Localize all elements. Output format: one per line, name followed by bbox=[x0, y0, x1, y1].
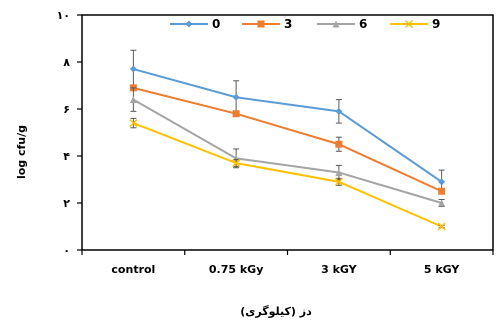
x-axis-label: دز (کیلوگری) bbox=[240, 305, 312, 318]
x-tick-label: 3 kGY bbox=[321, 263, 358, 276]
series-6 bbox=[129, 87, 446, 208]
y-tick-label: ۴ bbox=[63, 150, 70, 163]
data-point bbox=[232, 93, 240, 101]
data-point bbox=[129, 119, 138, 128]
x-ticks: control 0.75 kGy 3 kGY 5 kGY bbox=[81, 250, 494, 276]
y-tick-label: ۱۰ bbox=[57, 9, 70, 22]
series-line bbox=[132, 98, 442, 204]
series-line bbox=[133, 122, 443, 228]
data-point bbox=[438, 178, 446, 186]
legend-entry-0: 0 bbox=[170, 17, 220, 31]
series-line bbox=[133, 68, 443, 183]
y-ticks: ۰ ۲ ۴ ۶ ۸ ۱۰ bbox=[57, 9, 82, 257]
legend-label: 0 bbox=[212, 17, 220, 31]
data-point bbox=[335, 107, 343, 115]
series-9 bbox=[129, 117, 446, 231]
data-point bbox=[232, 110, 240, 118]
y-tick-label: ۶ bbox=[63, 103, 70, 116]
y-tick-label: ۲ bbox=[63, 197, 70, 210]
data-point bbox=[334, 177, 343, 186]
legend: 0 3 6 9 bbox=[170, 17, 440, 31]
series-line bbox=[133, 86, 443, 193]
data-point bbox=[232, 159, 241, 168]
y-tick-label: ۰ bbox=[63, 244, 70, 257]
legend-marker bbox=[332, 20, 340, 28]
x-tick-label: 0.75 kGy bbox=[209, 263, 263, 276]
series-0 bbox=[129, 49, 446, 195]
y-axis-label: log cfu/g bbox=[15, 125, 28, 179]
legend-marker bbox=[257, 20, 265, 28]
data-point bbox=[438, 187, 446, 195]
legend-label: 9 bbox=[432, 17, 440, 31]
series-layer bbox=[129, 49, 446, 231]
axes bbox=[81, 14, 494, 251]
legend-marker bbox=[185, 20, 193, 28]
data-point bbox=[129, 65, 137, 73]
legend-marker bbox=[404, 19, 414, 29]
data-point bbox=[232, 154, 240, 162]
x-tick-label: 5 kGY bbox=[424, 263, 461, 276]
y-tick-label: ۸ bbox=[63, 56, 70, 69]
data-point bbox=[129, 96, 137, 104]
plot-area-border bbox=[81, 14, 494, 251]
data-point bbox=[438, 199, 446, 207]
x-tick-label: control bbox=[111, 263, 155, 276]
legend-entry-6: 6 bbox=[317, 17, 367, 31]
data-point bbox=[335, 140, 343, 148]
data-point bbox=[437, 222, 446, 231]
legend-entry-9: 9 bbox=[390, 17, 440, 31]
data-point bbox=[335, 168, 343, 176]
legend-label: 6 bbox=[359, 17, 367, 31]
legend-label: 3 bbox=[284, 17, 292, 31]
legend-entry-3: 3 bbox=[242, 17, 292, 31]
